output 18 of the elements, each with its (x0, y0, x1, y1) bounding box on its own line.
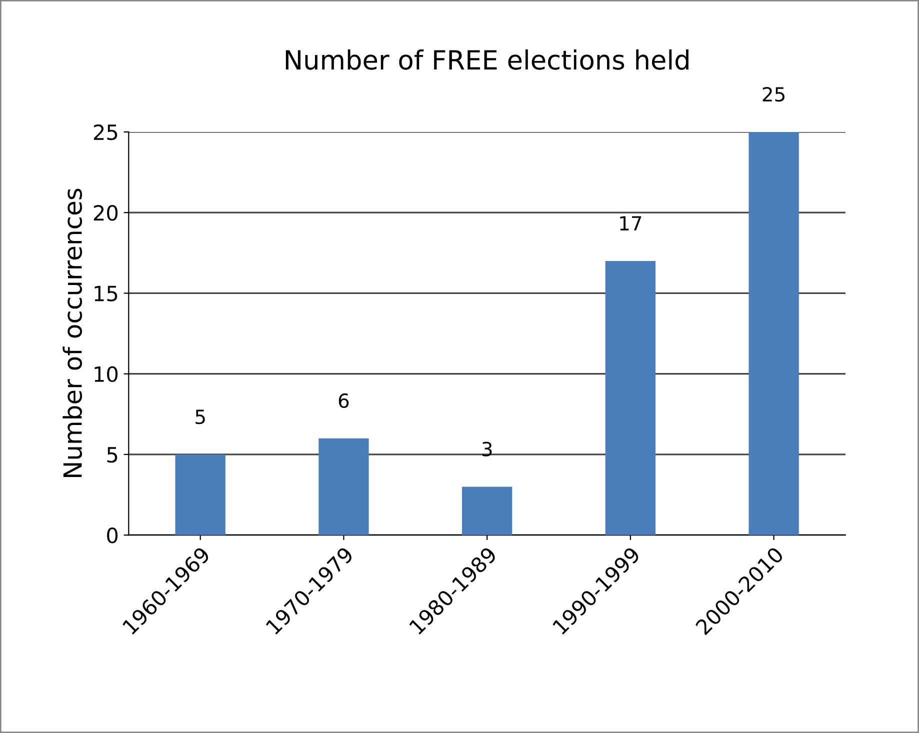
chart-title: Number of FREE elections held (286, 49, 688, 70)
bar (605, 260, 656, 536)
y-tick-label: 10 (94, 366, 118, 382)
bar (748, 132, 799, 536)
data-label: 5 (196, 410, 205, 424)
bar (462, 486, 512, 536)
y-tick-label: 25 (94, 124, 118, 140)
y-tick-label: 0 (107, 528, 118, 544)
y-tick-label: 5 (107, 447, 118, 463)
data-label: 6 (338, 393, 349, 408)
y-tick-label: 20 (94, 205, 118, 221)
y-axis-title: Number of occurrences (62, 188, 82, 478)
bar (318, 438, 369, 536)
y-tick-label: 15 (94, 286, 118, 302)
bar (175, 454, 226, 536)
data-label: 17 (620, 216, 642, 230)
data-label: 25 (762, 86, 784, 102)
data-label: 3 (482, 442, 492, 456)
